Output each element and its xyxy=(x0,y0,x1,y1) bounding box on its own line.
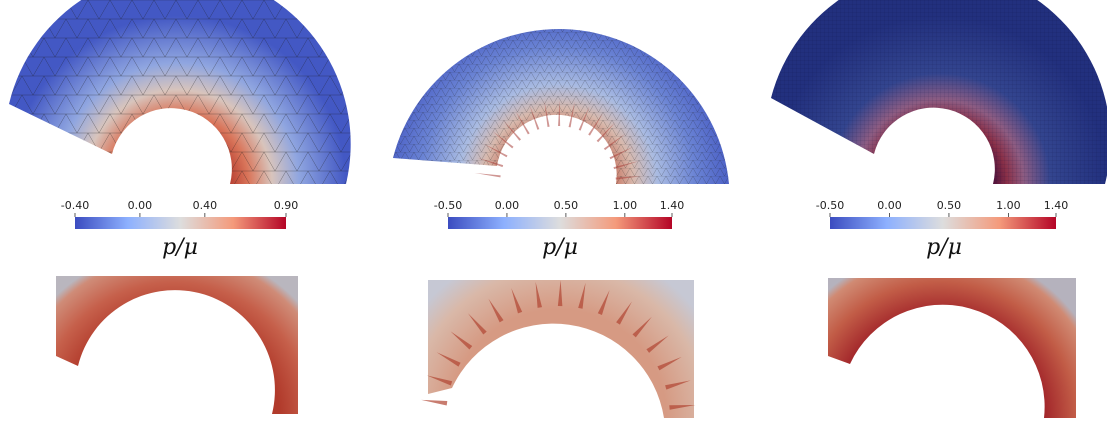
oscillation-band xyxy=(515,111,530,135)
colorbar-ticks-fine: -0.50 0.00 0.50 1.00 1.40 xyxy=(816,199,1068,217)
oscillation-wedge xyxy=(597,290,610,315)
colorbar-tick-label: 1.40 xyxy=(1044,199,1069,212)
colorbar-symbol-medium: p/μ xyxy=(542,235,578,260)
oscillation-band xyxy=(588,113,604,136)
colorbar-ticks-medium: -0.50 0.00 0.50 1.00 1.40 xyxy=(434,199,684,217)
oscillation-band xyxy=(568,101,575,128)
oscillation-band xyxy=(474,172,501,178)
colorbar-symbol-coarse: p/μ xyxy=(162,235,198,260)
zoom-fine xyxy=(828,278,1076,418)
colorbar-tick-label: 0.50 xyxy=(554,199,579,212)
colorbar-symbol-fine: p/μ xyxy=(926,235,962,260)
mesh-medium xyxy=(393,29,729,185)
oscillation-wedge xyxy=(468,313,487,335)
oscillation-wedge xyxy=(535,281,542,308)
oscillation-wedge xyxy=(421,399,448,406)
oscillation-wedge xyxy=(578,282,586,309)
oscillation-band xyxy=(596,122,616,143)
oscillation-wedge xyxy=(557,280,563,307)
oscillation-band xyxy=(492,131,514,149)
colorbar-tick-label: 0.40 xyxy=(193,199,218,212)
panel-fine: -0.50 0.00 0.50 1.00 1.40 p/μ xyxy=(771,0,1107,418)
colorbar-tick-label: 1.00 xyxy=(613,199,638,212)
colorbar-medium xyxy=(448,217,672,229)
oscillation-band xyxy=(544,101,550,127)
oscillation-wedge xyxy=(616,301,632,325)
oscillation-wedge xyxy=(646,335,669,353)
oscillation-bands-medium xyxy=(474,100,642,180)
colorbar-tick-label: 0.00 xyxy=(495,199,520,212)
panel-medium: -0.50 0.00 0.50 1.00 1.40 p/μ xyxy=(393,29,729,418)
oscillation-band xyxy=(478,158,504,168)
oscillation-wedge xyxy=(436,352,461,367)
colorbar-tick-label: 1.00 xyxy=(996,199,1021,212)
zoom-coarse xyxy=(56,276,298,414)
oscillation-band xyxy=(503,120,521,141)
colorbar-fine xyxy=(830,217,1056,229)
oscillation-wedge xyxy=(488,298,504,323)
colorbar-tick-label: 0.50 xyxy=(937,199,962,212)
colorbar-tick-label: 0.90 xyxy=(274,199,299,212)
colorbar-tick-label: 0.00 xyxy=(128,199,153,212)
oscillation-band xyxy=(615,176,642,180)
oscillation-wedges-medium xyxy=(421,280,696,410)
oscillation-wedge xyxy=(450,331,473,350)
colorbar-ticks-coarse: -0.40 0.00 0.40 0.90 xyxy=(61,199,298,217)
oscillation-band xyxy=(558,100,561,127)
oscillation-wedge xyxy=(426,375,453,386)
colorbar-tick-label: -0.50 xyxy=(434,199,462,212)
oscillation-wedge xyxy=(657,356,682,371)
oscillation-band xyxy=(578,106,590,131)
oscillation-wedge xyxy=(511,288,523,314)
oscillation-wedge xyxy=(632,316,652,338)
oscillation-band xyxy=(603,133,626,151)
oscillation-wedge xyxy=(665,380,691,390)
panel-coarse: -0.40 0.00 0.40 0.90 p/μ xyxy=(9,0,351,414)
colorbar-tick-label: -0.50 xyxy=(816,199,844,212)
colorbar-tick-label: 0.00 xyxy=(877,199,902,212)
oscillation-band xyxy=(529,104,540,130)
colorbar-coarse xyxy=(75,217,286,229)
oscillation-band xyxy=(609,146,634,160)
zoom-medium xyxy=(428,280,694,418)
mesh-fine xyxy=(771,0,1107,184)
colorbar-tick-label: -0.40 xyxy=(61,199,89,212)
oscillation-band xyxy=(613,161,639,170)
oscillation-band xyxy=(484,143,508,158)
colorbar-tick-label: 1.40 xyxy=(660,199,685,212)
mesh-coarse xyxy=(9,0,351,184)
oscillation-wedge xyxy=(669,405,696,410)
